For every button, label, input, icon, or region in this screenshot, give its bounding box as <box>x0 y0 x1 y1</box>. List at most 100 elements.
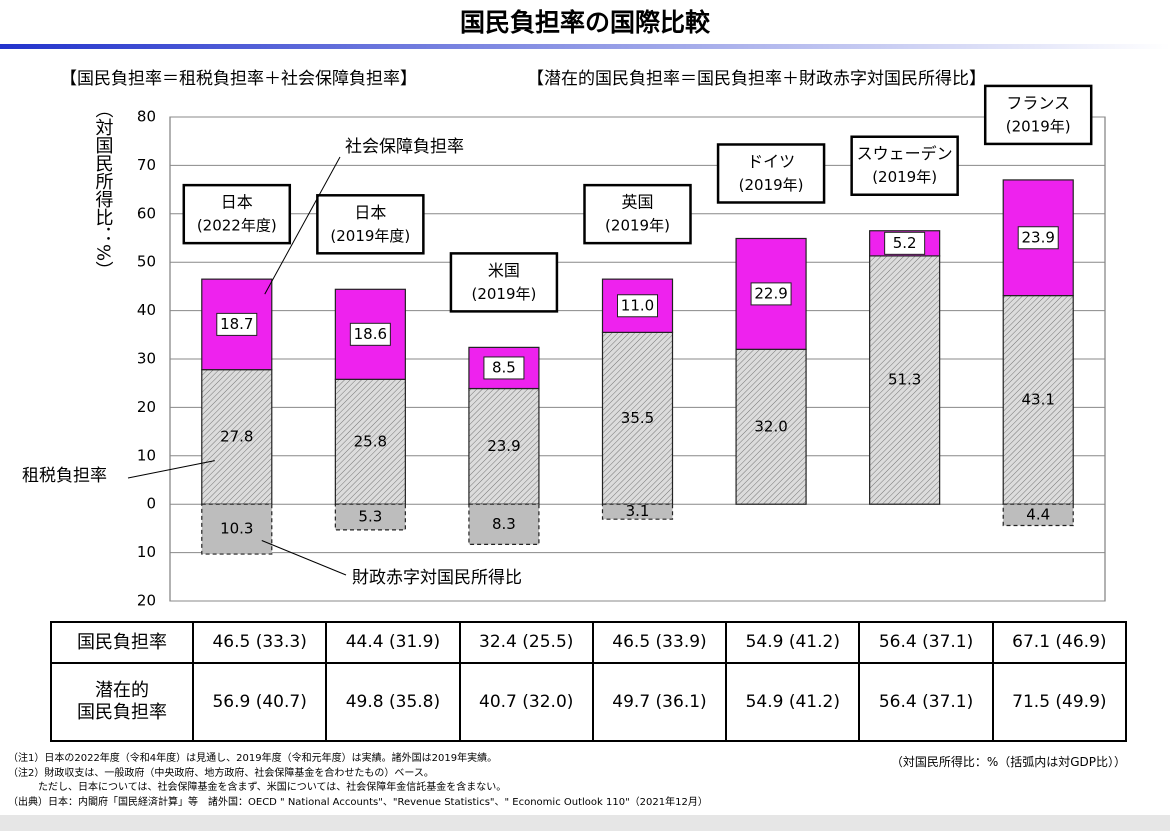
category-box <box>716 143 826 204</box>
value-label: 43.1 <box>1022 390 1055 408</box>
bar-segment <box>735 348 807 505</box>
category-box <box>316 194 425 255</box>
series-label: 租税負担率 <box>22 466 107 486</box>
bar-segment <box>468 387 540 505</box>
y-tick-label: 20 <box>137 398 156 416</box>
category-label: (2019年) <box>739 176 804 194</box>
value-label: 23.9 <box>1022 228 1055 246</box>
bar-segment <box>334 378 406 505</box>
bar-segment <box>468 503 540 545</box>
value-label-box <box>349 322 391 346</box>
footer-band <box>0 815 1170 831</box>
series-label: 社会保障負担率 <box>345 137 464 157</box>
value-label: 22.9 <box>754 284 787 302</box>
bar-segment <box>201 369 273 505</box>
bar-segment <box>1002 179 1074 297</box>
bar-segment <box>334 503 406 531</box>
category-box <box>850 135 959 196</box>
bar-segment <box>869 255 941 505</box>
table-row: 国民負担率 46.5 (33.3) 44.4 (31.9) 32.4 (25.5) 46… <box>50 621 1128 664</box>
value-label-box <box>750 282 792 306</box>
table-cell: 54.9 (41.2) <box>725 621 861 664</box>
y-tick-label: 20 <box>137 592 156 610</box>
value-label: 18.6 <box>354 325 387 343</box>
y-tick-label: 60 <box>137 204 156 222</box>
category-box <box>182 183 292 245</box>
table-cell: 56.4 (37.1) <box>858 621 994 664</box>
table-cell: 46.5 (33.3) <box>191 621 328 664</box>
y-tick-label: 50 <box>137 253 156 271</box>
note-line: （注2）財政収支は、一般政府（中央政府、地方政府、社会保障基金を合わせたもの）ベ… <box>8 767 434 779</box>
y-tick-label: 30 <box>137 350 156 368</box>
category-box <box>583 183 692 245</box>
category-box <box>983 84 1093 146</box>
row-header: 国民負担率 <box>50 621 194 664</box>
bar-segment <box>601 331 674 505</box>
category-label: 英国 <box>621 193 653 212</box>
note-line: （出典）日本：内閣府「国民経済計算」等 諸外国：OECD " National … <box>8 796 708 808</box>
value-label-box <box>483 356 525 380</box>
bar-segment <box>201 503 273 555</box>
value-label: 18.7 <box>220 315 253 333</box>
table-cell: 54.9 (41.2) <box>725 661 861 743</box>
row-header-line: 国民負担率 <box>77 701 167 723</box>
category-box <box>449 252 559 313</box>
value-label: 32.0 <box>754 417 787 435</box>
category-label: フランス <box>1006 93 1070 112</box>
table-cell: 56.4 (37.1) <box>858 661 994 743</box>
y-tick-label: 40 <box>137 301 156 319</box>
value-label: 25.8 <box>354 432 387 450</box>
y-tick-label: 70 <box>137 156 156 174</box>
y-tick-label: 10 <box>137 446 156 464</box>
y-tick-label: 10 <box>137 543 156 561</box>
table-cell: 71.5 (49.9) <box>991 661 1128 743</box>
series-label: 財政赤字対国民所得比 <box>352 568 522 588</box>
category-label: (2019年) <box>1006 117 1071 135</box>
value-label: 8.5 <box>492 358 516 376</box>
value-label: 8.3 <box>492 515 516 533</box>
value-label-box <box>884 231 926 255</box>
value-label-box <box>216 312 258 336</box>
table-cell: 49.8 (35.8) <box>325 661 461 743</box>
table-cell: 67.1 (46.9) <box>991 621 1128 664</box>
subtitle: 【国民負担率＝租税負担率＋社会保障負担率】 <box>60 69 417 89</box>
unit-note: （対国民所得比：%（括弧内は対GDP比）） <box>890 755 1126 769</box>
y-axis-label: （対国民所得比：%） <box>93 100 114 279</box>
row-header: 潜在的 国民負担率 <box>50 661 194 743</box>
category-label: (2019年) <box>471 285 536 303</box>
category-label: (2022年度) <box>197 217 277 235</box>
category-label: 米国 <box>488 261 520 280</box>
note-line: ただし、日本については、社会保障基金を含まず、米国については、社会保障年金信託基… <box>8 782 507 793</box>
category-label: ドイツ <box>747 152 795 171</box>
note-line: （注1）日本の2022年度（令和4年度）は見通し、2019年度（令和元年度）は実… <box>8 753 498 764</box>
value-label: 5.2 <box>893 234 917 252</box>
table-cell: 46.5 (33.9) <box>591 621 728 664</box>
category-label: スウェーデン <box>857 144 953 163</box>
value-label: 23.9 <box>487 437 520 455</box>
category-label: (2019年度) <box>330 227 410 245</box>
table-cell: 56.9 (40.7) <box>191 661 328 743</box>
row-header-line: 国民負担率 <box>77 631 167 653</box>
y-tick-label: 80 <box>137 108 156 126</box>
value-label: 51.3 <box>888 371 921 389</box>
y-tick-label: 0 <box>146 495 156 513</box>
table-row: 潜在的 国民負担率 56.9 (40.7) 49.8 (35.8) 40.7 (32.0… <box>50 661 1128 743</box>
category-label: (2019年) <box>605 217 670 235</box>
value-label: 3.1 <box>626 502 650 520</box>
subtitle: 【潜在的国民負担率＝国民負担率＋財政赤字対国民所得比】 <box>527 69 986 89</box>
callout-line <box>261 540 347 576</box>
callout-line <box>264 156 341 295</box>
category-label: (2019年) <box>872 168 937 186</box>
value-label: 27.8 <box>220 427 253 445</box>
callout-line <box>127 460 215 479</box>
value-label: 11.0 <box>621 296 654 314</box>
bar-segment <box>601 503 674 520</box>
chart-title: 国民負担率の国際比較 <box>460 8 711 37</box>
value-label: 10.3 <box>220 520 253 538</box>
table-cell: 40.7 (32.0) <box>458 661 594 743</box>
value-label: 5.3 <box>358 508 382 526</box>
value-label: 35.5 <box>621 409 654 427</box>
table-cell: 32.4 (25.5) <box>458 621 594 664</box>
data-table: 国民負担率 46.5 (33.3) 44.4 (31.9) 32.4 (25.5) 46… <box>50 621 1128 743</box>
